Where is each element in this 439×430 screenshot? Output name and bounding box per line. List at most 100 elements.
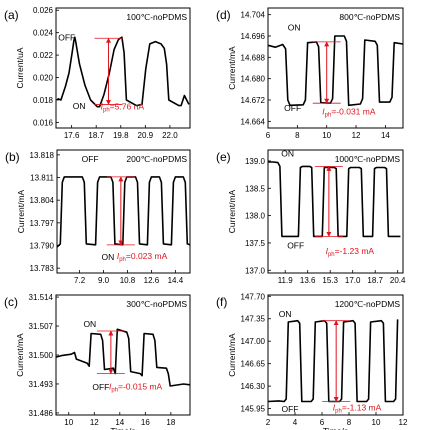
- iph-value: =5.76 nA: [110, 101, 145, 111]
- iph-subscript: ph: [335, 409, 342, 415]
- y-tick-label: 14.672: [241, 96, 266, 105]
- panel-label: (b): [5, 150, 20, 164]
- x-tick-label: 10: [372, 418, 381, 427]
- photocurrent-label: Iph=-1.13 mA: [333, 403, 382, 415]
- panel-c: 10 12 14 16 18 31.486 31.493 31.500 31.507 31.514…: [4, 293, 191, 430]
- photocurrent-label: Iph=-0.031 mA: [322, 107, 376, 119]
- panel-title: 100℃-noPDMS: [126, 12, 187, 22]
- x-tick-label: 19.8: [113, 131, 129, 140]
- x-tick-label: 14: [381, 131, 390, 140]
- state-annotation: ON: [288, 23, 301, 33]
- y-tick-label: 31.500: [29, 351, 54, 360]
- y-tick-label: 0.024: [33, 29, 54, 38]
- y-tick-label: 0.018: [33, 96, 54, 105]
- panel-e: 11.9 13.6 15.3 17.0 18.7 20.4 137.0 137.5 138.0 1…: [216, 149, 406, 285]
- y-tick-label: 14.680: [241, 75, 266, 84]
- y-tick-label: 137.0: [245, 266, 266, 275]
- x-tick-label: 20.9: [138, 131, 154, 140]
- series-line: [268, 161, 401, 238]
- series-line: [56, 176, 191, 248]
- y-tick-label: 13.797: [30, 219, 55, 228]
- y-tick-label: 0.022: [33, 51, 54, 60]
- iph-value: =-0.015 mA: [118, 381, 163, 391]
- x-tick-label: 14.4: [168, 276, 184, 285]
- photocurrent-label: Iph=5.76 nA: [101, 101, 145, 113]
- x-tick-label: 14: [115, 418, 124, 427]
- x-tick-label: 7.2: [74, 276, 86, 285]
- x-tick-label: 12: [399, 418, 408, 427]
- y-axis-label: Current/mA: [227, 46, 237, 90]
- iph-value: =-0.031 mA: [331, 107, 376, 117]
- y-tick-label: 14.704: [241, 11, 266, 20]
- panel-a: 17.6 18.7 19.8 20.9 22.0 0.016 0.018 0.020 0.022…: [4, 6, 191, 140]
- y-tick-label: 14.664: [241, 117, 266, 126]
- state-annotation: ON: [73, 101, 86, 111]
- y-tick-label: 147.35: [241, 315, 266, 324]
- photocurrent-label: Iph=0.023 mA: [117, 251, 168, 263]
- y-tick-label: 31.486: [29, 409, 54, 418]
- x-tick-label: 17.0: [345, 276, 361, 285]
- x-tick-label: 22.0: [162, 131, 178, 140]
- y-tick-label: 146.65: [241, 360, 266, 369]
- y-tick-label: 146.30: [241, 382, 266, 391]
- y-tick-label: 0.026: [33, 6, 54, 15]
- y-tick-label: 31.507: [29, 322, 54, 331]
- iph-value: =0.023 mA: [126, 251, 168, 261]
- x-tick-label: 13.6: [300, 276, 316, 285]
- panel-title: 300℃-noPDMS: [126, 299, 187, 309]
- iph-symbol: I: [117, 251, 120, 261]
- x-tick-label: 16: [141, 418, 150, 427]
- iph-subscript: ph: [103, 107, 110, 113]
- y-tick-label: 14.688: [241, 53, 266, 62]
- state-annotation: OFF: [58, 33, 75, 43]
- plot-frame: [267, 149, 404, 274]
- iph-symbol: I: [326, 246, 329, 256]
- state-annotation: OFF: [92, 382, 109, 392]
- x-tick-label: 6: [320, 418, 325, 427]
- state-annotation: OFF: [284, 103, 301, 113]
- iph-subscript: ph: [111, 387, 118, 393]
- y-tick-label: 145.95: [241, 405, 266, 414]
- panel-label: (c): [4, 295, 18, 309]
- y-tick-label: 14.696: [241, 32, 266, 41]
- x-tick-label: 15.3: [322, 276, 338, 285]
- x-tick-label: 17.6: [64, 131, 80, 140]
- x-tick-label: 9.0: [98, 276, 110, 285]
- state-annotation: OFF: [282, 404, 299, 414]
- x-axis-label: Time/s: [323, 426, 348, 430]
- plot-frame: [267, 294, 404, 416]
- panel-label: (d): [216, 8, 231, 22]
- series-line: [267, 319, 399, 403]
- x-tick-label: 8: [347, 418, 352, 427]
- state-annotation: OFF: [287, 240, 304, 250]
- iph-subscript: ph: [325, 113, 332, 119]
- y-tick-label: 0.016: [33, 118, 54, 127]
- y-tick-label: 13.783: [30, 264, 55, 273]
- x-tick-label: 10: [322, 131, 331, 140]
- panel-label: (e): [216, 150, 231, 164]
- y-tick-label: 138.0: [245, 212, 266, 221]
- series-line: [55, 328, 191, 387]
- y-tick-label: 31.514: [29, 293, 54, 302]
- x-tick-label: 11.9: [278, 276, 294, 285]
- x-tick-label: 12: [352, 131, 361, 140]
- x-tick-label: 4: [293, 418, 298, 427]
- y-tick-label: 13.818: [30, 151, 55, 160]
- x-tick-label: 6: [266, 131, 271, 140]
- panel-label: (a): [4, 8, 19, 22]
- y-axis-label: Current/uA: [15, 47, 25, 88]
- series-line: [267, 35, 404, 107]
- y-tick-label: 139.0: [245, 157, 266, 166]
- y-tick-label: 0.020: [33, 74, 54, 83]
- x-tick-label: 2: [266, 418, 271, 427]
- y-axis-label: Current/mA: [227, 333, 237, 377]
- panel-f: 2 4 6 8 10 12 145.95 146.30 146.65 147.00 147.35 14…: [216, 292, 408, 430]
- x-tick-label: 10: [64, 418, 73, 427]
- iph-subscript: ph: [328, 252, 335, 258]
- panel-d: 6 8 10 12 14 14.664 14.672 14.680 14.688 14.696 14…: [216, 7, 404, 140]
- y-tick-label: 137.5: [245, 239, 266, 248]
- state-annotation: ON: [279, 309, 292, 319]
- iph-value: =-1.13 mA: [342, 403, 382, 413]
- y-tick-label: 13.811: [30, 174, 54, 183]
